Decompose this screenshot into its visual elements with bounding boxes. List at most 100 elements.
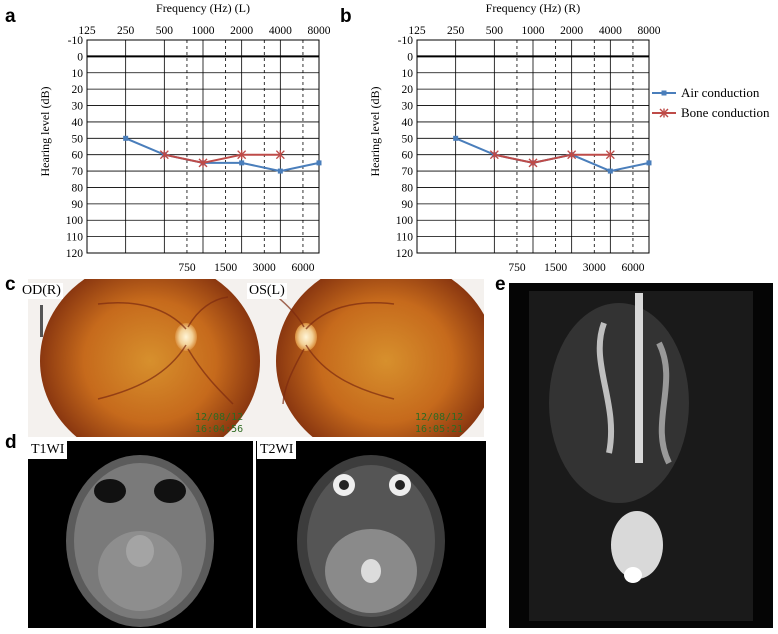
audiogram-left: Frequency (Hz) (L)125 250 500 1000 2000 4000 8… bbox=[38, 1, 331, 274]
data-point-air bbox=[607, 168, 613, 174]
y-tick-label: -10 bbox=[68, 35, 84, 47]
y-tick-label: 90 bbox=[72, 199, 84, 211]
x-bottom-tick-label: 6000 bbox=[291, 262, 314, 274]
optic-disc-left bbox=[295, 323, 317, 351]
data-point-bone bbox=[489, 150, 499, 160]
legend-label-bone: Bone conduction bbox=[681, 105, 770, 120]
y-tick-label: 60 bbox=[72, 150, 84, 162]
data-point-air bbox=[646, 160, 652, 166]
y-tick-label: 60 bbox=[402, 150, 414, 162]
mri-t1-label: T1WI bbox=[28, 441, 68, 459]
y-tick-label: 110 bbox=[396, 232, 413, 244]
y-tick-label: 40 bbox=[402, 117, 414, 129]
optic-disc-right bbox=[175, 323, 197, 351]
x-top-tick-label: 1000 bbox=[522, 25, 545, 37]
data-point-air bbox=[123, 135, 129, 141]
legend-marker-bone bbox=[659, 108, 669, 118]
series-line-bone bbox=[494, 153, 611, 164]
y-tick-label: 50 bbox=[402, 133, 414, 145]
mri-coronal-image bbox=[509, 283, 773, 628]
mri-t2-image bbox=[256, 441, 486, 628]
fundus-photos bbox=[28, 279, 484, 437]
data-point-bone bbox=[275, 150, 285, 160]
x-top-tick-label: 4000 bbox=[599, 25, 622, 37]
series-line-bone bbox=[164, 153, 281, 164]
y-tick-label: 50 bbox=[72, 133, 84, 145]
panel-letter-a: a bbox=[5, 6, 16, 27]
data-point-bone bbox=[528, 158, 538, 168]
data-point-air bbox=[453, 135, 459, 141]
y-tick-label: 40 bbox=[72, 117, 84, 129]
fundus-left-eye bbox=[276, 279, 484, 437]
fundus-timestamp-right: 12/08/12 16:05:21 bbox=[415, 412, 464, 435]
data-point-air bbox=[316, 160, 322, 166]
y-tick-label: 0 bbox=[407, 51, 413, 63]
x-top-tick-label: 1000 bbox=[192, 25, 215, 37]
x-top-tick-label: 125 bbox=[408, 25, 426, 37]
panel-letter-b: b bbox=[340, 6, 352, 27]
y-tick-label: 110 bbox=[66, 232, 83, 244]
y-tick-label: 0 bbox=[77, 51, 83, 63]
x-top-tick-label: 250 bbox=[447, 25, 465, 37]
x-bottom-tick-label: 6000 bbox=[621, 262, 644, 274]
x-top-tick-label: 2000 bbox=[560, 25, 583, 37]
data-point-bone bbox=[159, 150, 169, 160]
x-bottom-tick-label: 750 bbox=[178, 262, 196, 274]
y-tick-label: 10 bbox=[402, 68, 414, 80]
y-tick-label: 30 bbox=[402, 101, 414, 113]
data-point-bone bbox=[605, 150, 615, 160]
data-point-bone bbox=[198, 158, 208, 168]
legend-label-air: Air conduction bbox=[681, 85, 760, 100]
y-tick-label: 10 bbox=[72, 68, 84, 80]
data-point-bone bbox=[567, 150, 577, 160]
x-top-tick-label: 250 bbox=[117, 25, 135, 37]
y-tick-label: 70 bbox=[72, 166, 84, 178]
audiogram-right: Frequency (Hz) (R)125 250 500 1000 2000 4000 8… bbox=[368, 1, 770, 274]
y-tick-label: 20 bbox=[402, 84, 414, 96]
fundus-label-od: OD(R) bbox=[20, 283, 63, 299]
x-top-tick-label: 4000 bbox=[269, 25, 292, 37]
legend-marker-air bbox=[661, 90, 667, 96]
y-tick-label: 120 bbox=[396, 248, 414, 260]
y-tick-label: -10 bbox=[398, 35, 414, 47]
fundus-image bbox=[40, 279, 484, 437]
x-bottom-tick-label: 3000 bbox=[253, 262, 276, 274]
y-axis-label: Hearing level (dB) bbox=[38, 87, 52, 177]
vessels-right bbox=[97, 296, 234, 405]
fundus-timestamp-left: 12/08/12 16:04:56 bbox=[195, 412, 244, 435]
y-tick-label: 80 bbox=[402, 182, 414, 194]
x-bottom-tick-label: 3000 bbox=[583, 262, 606, 274]
x-top-tick-label: 125 bbox=[78, 25, 96, 37]
data-point-air bbox=[239, 160, 245, 166]
y-tick-label: 20 bbox=[72, 84, 84, 96]
x-top-tick-label: 8000 bbox=[308, 25, 331, 37]
x-top-tick-label: 500 bbox=[156, 25, 174, 37]
data-point-air bbox=[277, 168, 283, 174]
fundus-right-eye bbox=[40, 279, 260, 437]
panel-letter-c: c bbox=[5, 274, 16, 295]
panel-letter-e: e bbox=[495, 274, 506, 295]
panel-letter-d: d bbox=[5, 432, 17, 453]
x-top-tick-label: 8000 bbox=[638, 25, 661, 37]
y-tick-label: 100 bbox=[396, 215, 414, 227]
y-tick-label: 80 bbox=[72, 182, 84, 194]
y-tick-label: 70 bbox=[402, 166, 414, 178]
series-line-air bbox=[125, 137, 320, 173]
x-top-tick-label: 2000 bbox=[230, 25, 253, 37]
x-bottom-tick-label: 750 bbox=[508, 262, 526, 274]
y-tick-label: 90 bbox=[402, 199, 414, 211]
scale-bar bbox=[40, 305, 43, 337]
y-tick-label: 100 bbox=[66, 215, 84, 227]
mri-t2-label: T2WI bbox=[257, 441, 297, 459]
y-tick-label: 120 bbox=[66, 248, 84, 260]
x-bottom-tick-label: 1500 bbox=[544, 262, 567, 274]
y-tick-label: 30 bbox=[72, 101, 84, 113]
x-top-tick-label: 500 bbox=[486, 25, 504, 37]
data-point-bone bbox=[237, 150, 247, 160]
chart-title: Frequency (Hz) (R) bbox=[486, 1, 581, 15]
y-axis-label: Hearing level (dB) bbox=[368, 87, 382, 177]
x-bottom-tick-label: 1500 bbox=[214, 262, 237, 274]
mri-t1-image bbox=[28, 441, 253, 628]
chart-title: Frequency (Hz) (L) bbox=[156, 1, 250, 15]
fundus-label-os: OS(L) bbox=[247, 283, 287, 299]
